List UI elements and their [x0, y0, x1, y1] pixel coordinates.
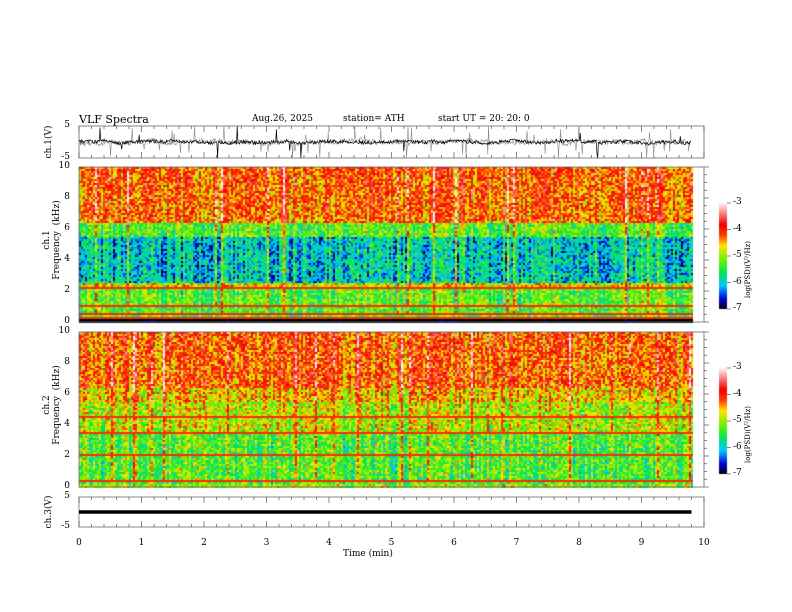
- ch3-ytick: 5: [64, 491, 70, 501]
- freq-tick-label: 4: [64, 254, 70, 264]
- ch3-ytick: -5: [61, 521, 70, 531]
- freq-tick-label: 10: [58, 326, 70, 336]
- freq-tick-label: 6: [64, 388, 70, 398]
- start-time-label: start UT = 20: 20: 0: [438, 114, 530, 124]
- freq-tick-label: 0: [64, 316, 70, 326]
- colorbar-tick-label: -6: [733, 276, 742, 287]
- colorbar-tick-label: -5: [733, 415, 742, 425]
- freq-tick-label: 8: [64, 357, 70, 367]
- colorbar-tick-label: -7: [733, 468, 742, 478]
- x-tick-label: 8: [576, 538, 582, 548]
- freq-tick-label: 6: [64, 223, 70, 233]
- ch1-spec-ylabel: ch.1 Frequency (kHz): [42, 200, 62, 280]
- freq-tick-label: 2: [64, 285, 70, 295]
- colorbar-tick-label: -6: [733, 441, 742, 452]
- freq-tick-label: 10: [58, 161, 70, 171]
- ch1-trace: [78, 126, 691, 159]
- freq-tick-label: 4: [64, 419, 70, 429]
- ch1-trace-gray: [78, 125, 692, 159]
- colorbar-tick-label: -4: [733, 388, 742, 399]
- colorbar-tick-label: -7: [733, 303, 742, 313]
- station-label: station= ATH: [343, 114, 405, 124]
- freq-tick-label: 2: [64, 450, 70, 460]
- s1-frame: [78, 166, 705, 323]
- x-tick-label: 10: [698, 538, 710, 548]
- figure-title: VLF Spectra: [79, 113, 149, 126]
- x-tick-label: 2: [201, 538, 207, 548]
- x-axis-label: Time (min): [343, 549, 393, 559]
- x-tick-label: 9: [638, 538, 645, 548]
- colorbar2-label: log(PSD)(V²/Hz): [744, 406, 752, 463]
- ch1-ytick: 5: [64, 120, 70, 130]
- colorbar-tick-label: -4: [733, 223, 742, 234]
- ch2-spec-ylabel: ch.2 Frequency (kHz): [42, 365, 62, 445]
- x-tick-label: 5: [388, 538, 395, 548]
- ch1-ylabel: ch.1(V): [44, 125, 54, 159]
- colorbar-tick-label: -5: [733, 250, 742, 260]
- ch3-ylabel: ch.3(V): [44, 495, 54, 529]
- x-tick-label: 4: [326, 538, 332, 548]
- x-tick-label: 1: [138, 538, 145, 548]
- x-tick-label: 0: [76, 538, 82, 548]
- ch1-ytick: -5: [61, 152, 70, 162]
- x-tick-label: 7: [513, 538, 520, 548]
- colorbar1-label: log(PSD)(V²/Hz): [744, 241, 752, 298]
- freq-tick-label: 8: [64, 192, 70, 202]
- x-tick-label: 6: [451, 538, 457, 548]
- s2-frame: [78, 331, 705, 488]
- colorbar-tick-label: -3: [733, 362, 742, 372]
- x-tick-label: 3: [263, 538, 270, 548]
- date-label: Aug.26, 2025: [252, 114, 313, 124]
- freq-tick-label: 0: [64, 481, 70, 491]
- colorbar-tick-label: -3: [733, 197, 742, 207]
